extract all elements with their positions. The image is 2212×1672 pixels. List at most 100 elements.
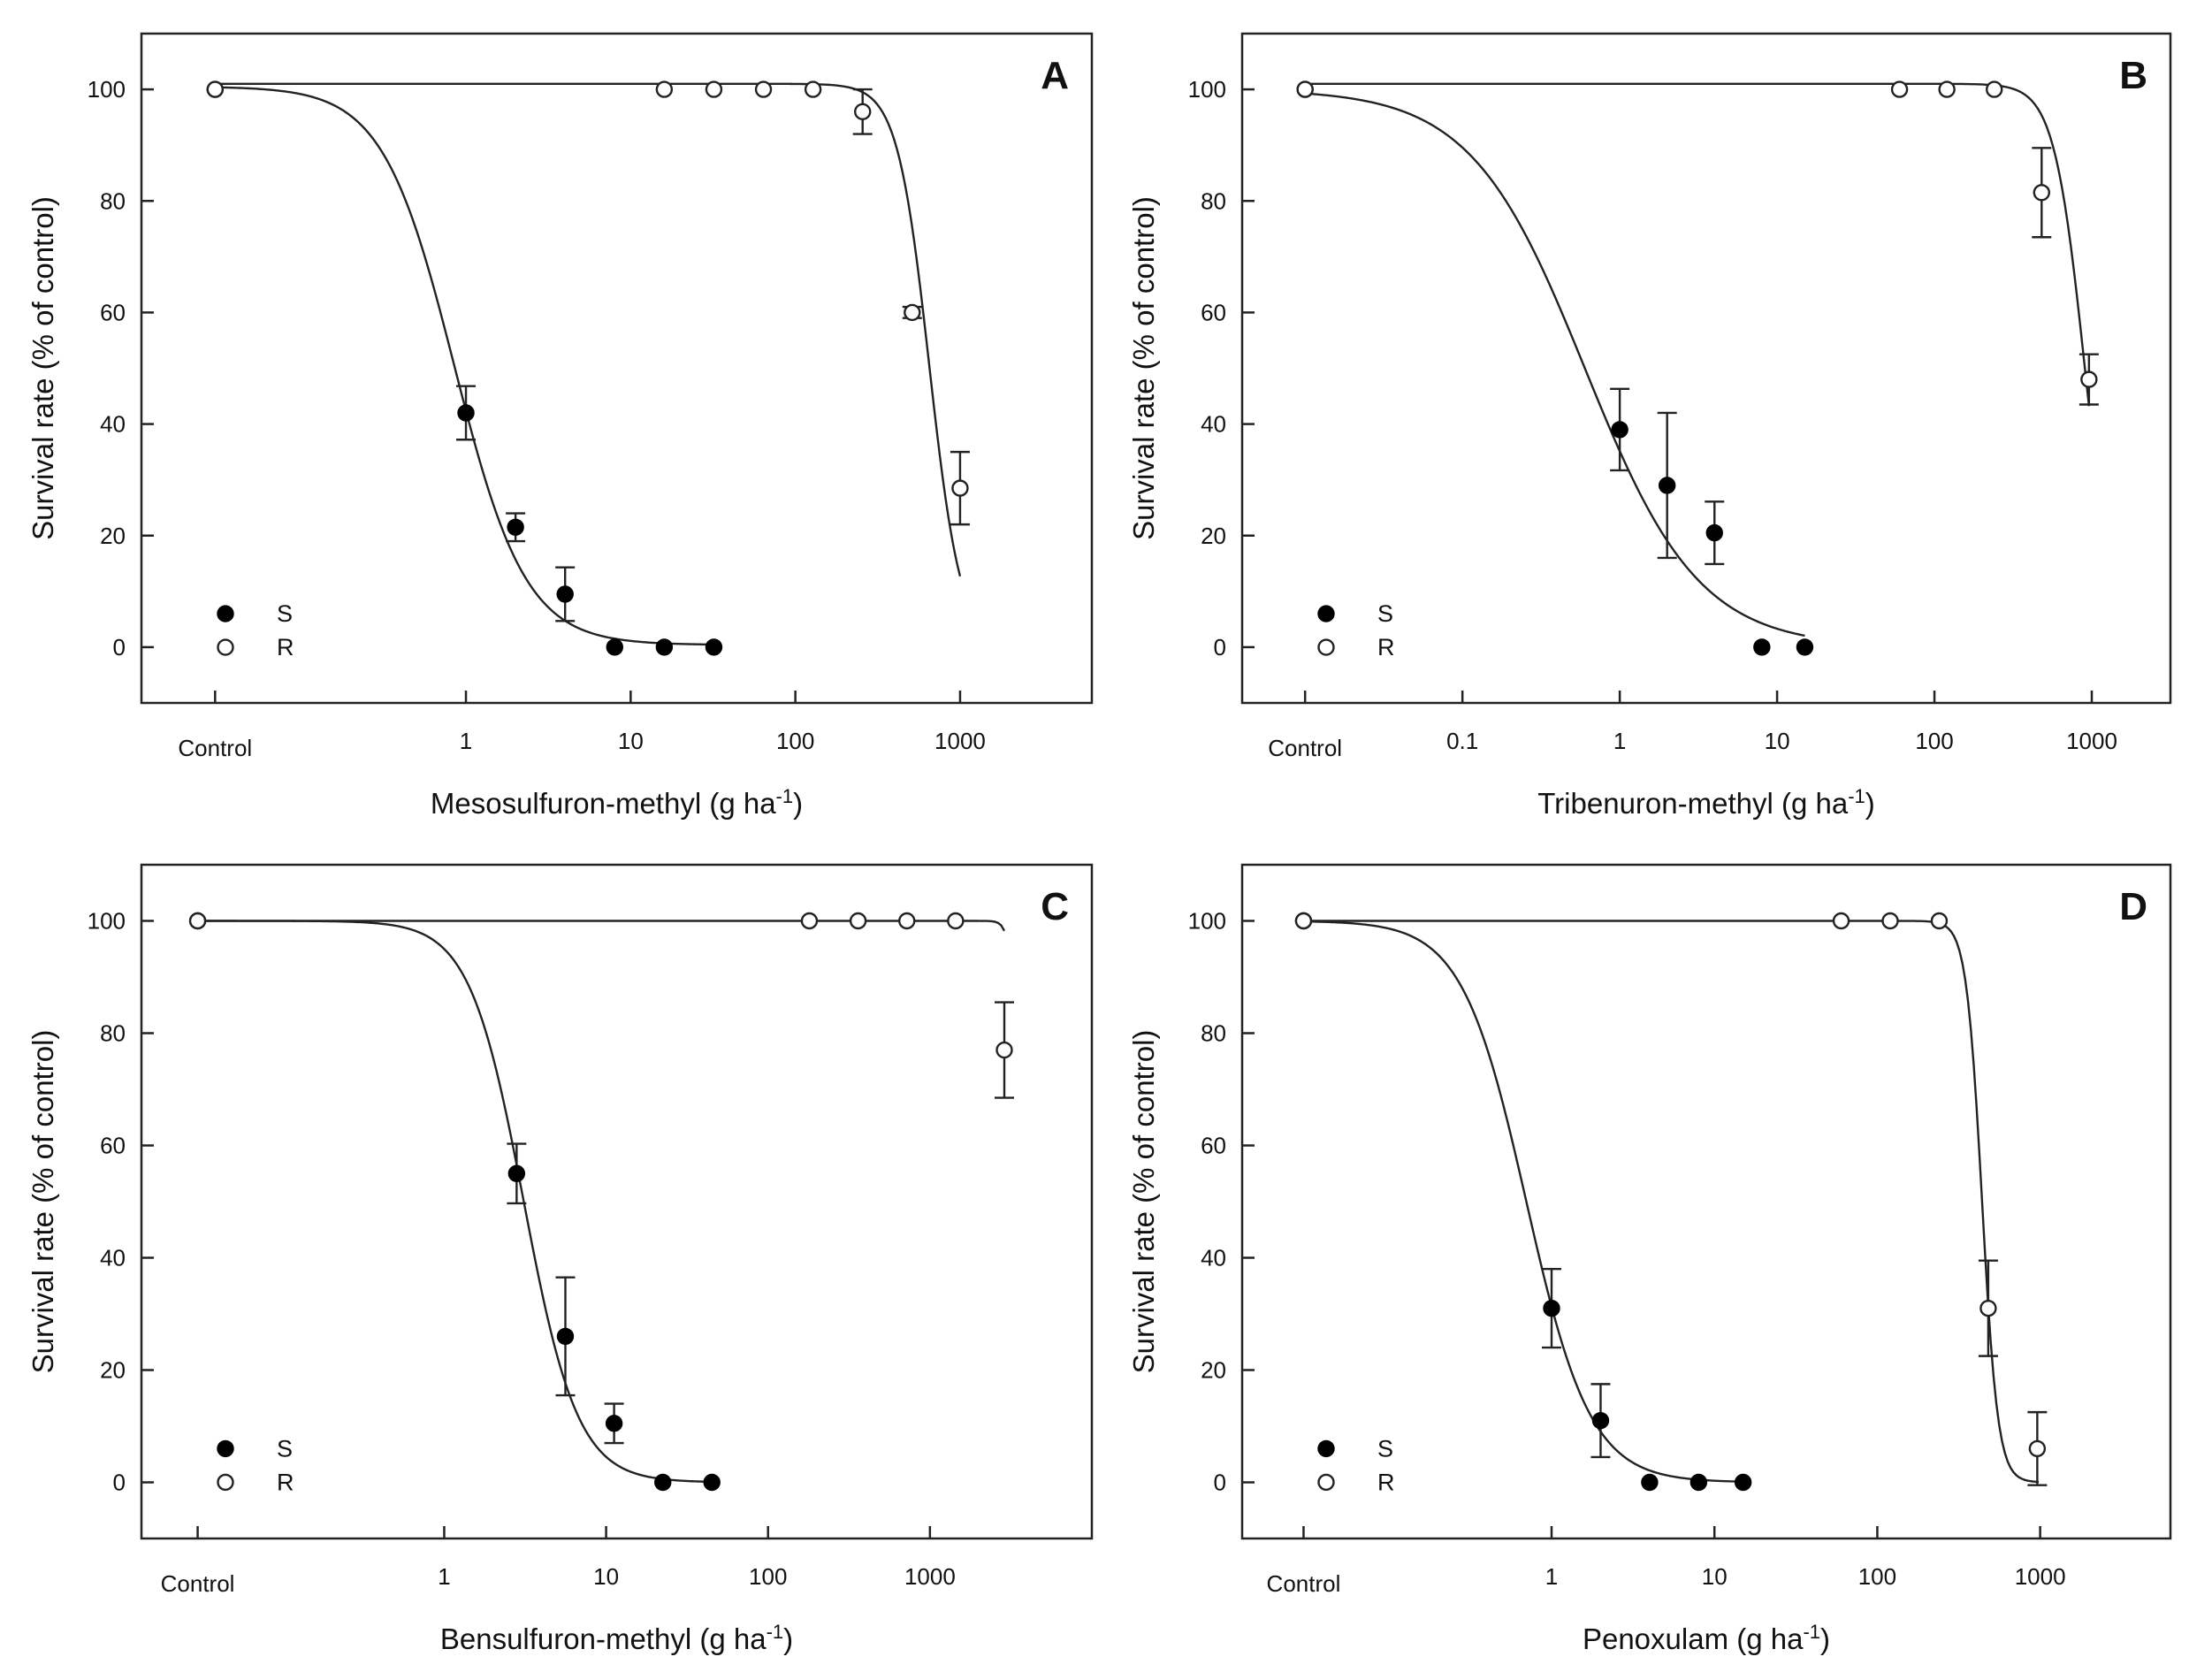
chart-d-point-r — [1930, 912, 1949, 930]
chart-b-y-tick-label: 20 — [1201, 523, 1226, 549]
panel-d: 0 20 40 60 80 100 Control 1 10 100 1000 Survival ra… — [1127, 863, 2172, 1655]
chart-c-legend-label-r: R — [277, 1469, 294, 1495]
chart-d-fit-curve-s — [1303, 920, 1743, 1483]
chart-c-x-axis-label: Bensulfuron-methyl (g ha-1) — [440, 1621, 793, 1655]
chart-b-plot-frame — [1240, 32, 2172, 705]
chart-c-legend-marker-r — [217, 1473, 234, 1492]
chart-a-point-s — [655, 638, 674, 656]
chart-a-point-r — [904, 303, 921, 322]
chart-c-y-tick-label: 60 — [100, 1133, 126, 1159]
chart-c-y-axis-label: Survival rate (% of control) — [27, 1030, 59, 1374]
chart-c-fit-curve-s — [197, 920, 713, 1484]
chart-d-fit-curve-r — [1303, 920, 2040, 1484]
panel-b: 0 20 40 60 80 100 Control 0.1 1 10 100 1000 Survival… — [1127, 32, 2172, 820]
chart-a-plot-frame — [140, 32, 1094, 705]
chart-a-y-tick-label: 0 — [113, 634, 126, 660]
chart-a-y-tick-label: 100 — [88, 76, 126, 103]
chart-c-point-r — [849, 912, 867, 930]
chart-c-point-r — [995, 1041, 1013, 1059]
chart-d-plot-frame — [1240, 863, 2172, 1540]
chart-a-point-r — [206, 80, 225, 98]
chart-a-x-axis-label: Mesosulfuron-methyl (g ha-1) — [431, 785, 803, 820]
chart-a-point-s — [556, 585, 574, 603]
chart-a-point-r — [951, 479, 969, 497]
chart-c-x-tick-label: 1000 — [904, 1563, 956, 1590]
panel-a: 0 20 40 60 80 100 Control 1 10 100 1000 Survival ra… — [27, 32, 1094, 820]
chart-b-y-axis-label: Survival rate (% of control) — [1127, 196, 1160, 540]
chart-c-point-s — [556, 1327, 575, 1346]
chart-b-x-tick-label: 10 — [1765, 728, 1790, 754]
chart-b-fit-curve-s — [1305, 92, 1805, 637]
chart-c-y-tick-label: 80 — [100, 1020, 126, 1047]
chart-d-point-r — [1881, 912, 1899, 930]
chart-c-panel-label: C — [1041, 885, 1069, 928]
chart-b-x-tick-label-control: Control — [1268, 735, 1342, 761]
chart-a-point-s — [457, 404, 475, 422]
chart-d-panel-label: D — [2119, 885, 2147, 928]
chart-b-fit-curve-r — [1305, 82, 2091, 407]
chart-a-point-s — [507, 518, 524, 536]
chart-c-point-r — [947, 912, 965, 930]
chart-d-point-s — [1641, 1473, 1659, 1492]
chart-b-y-tick-label: 0 — [1214, 634, 1226, 660]
chart-d-point-s — [1690, 1473, 1708, 1492]
chart-d-legend-label-r: R — [1377, 1469, 1395, 1495]
chart-c-fit-curve-r — [197, 920, 1006, 932]
chart-d-point-r — [1979, 1299, 1997, 1317]
chart-d-x-tick-label: 1 — [1545, 1563, 1558, 1590]
chart-a-x-tick-label: 1000 — [934, 728, 986, 754]
chart-c-point-r — [898, 912, 916, 930]
chart-c-y-tick-label: 20 — [100, 1357, 126, 1384]
panel-c: 0 20 40 60 80 100 Control 1 10 100 1000 Survival ra… — [27, 863, 1094, 1655]
chart-b-x-tick-label: 1 — [1613, 728, 1626, 754]
chart-b-point-r — [1938, 80, 1956, 98]
chart-b-y-tick-label: 80 — [1201, 187, 1226, 214]
chart-b-x-tick-label: 100 — [1915, 728, 1953, 754]
chart-b-legend-label-s: S — [1377, 600, 1393, 627]
chart-d-y-tick-label: 40 — [1201, 1245, 1226, 1271]
chart-a-point-r — [705, 80, 723, 98]
chart-d-y-tick-label: 80 — [1201, 1020, 1226, 1047]
chart-b-legend-marker-r — [1317, 638, 1335, 656]
chart-d-y-tick-label: 100 — [1188, 908, 1226, 935]
chart-a-point-r — [854, 103, 872, 121]
chart-d-point-s — [1591, 1411, 1610, 1430]
chart-c-x-tick-label: 10 — [593, 1563, 619, 1590]
chart-d-point-s — [1734, 1473, 1752, 1492]
chart-b-x-tick-label: 0.1 — [1446, 728, 1478, 754]
chart-b-legend-label-r: R — [1377, 634, 1395, 660]
chart-a-point-r — [754, 80, 773, 98]
chart-a-x-tick-label-control: Control — [178, 735, 252, 761]
chart-a-legend-label-r: R — [277, 634, 294, 660]
chart-d-y-axis-label: Survival rate (% of control) — [1127, 1030, 1160, 1374]
chart-a-fit-curve-s — [215, 86, 714, 646]
chart-d-point-r — [1832, 912, 1850, 930]
chart-c-y-tick-label: 100 — [88, 908, 126, 935]
chart-a-y-tick-label: 40 — [100, 411, 126, 438]
chart-a-legend-marker-r — [217, 638, 234, 656]
chart-d-x-tick-label: 100 — [1858, 1563, 1896, 1590]
chart-d-y-tick-label: 20 — [1201, 1357, 1226, 1384]
chart-a-legend-marker-s — [217, 605, 234, 622]
chart-a-y-tick-label: 80 — [100, 187, 126, 214]
chart-d-point-s — [1543, 1299, 1560, 1317]
chart-a-x-tick-label: 10 — [618, 728, 644, 754]
chart-b-point-s — [1705, 523, 1723, 542]
chart-b-point-r — [1986, 80, 2003, 98]
chart-d-point-r — [1294, 912, 1313, 930]
chart-c-x-tick-label-control: Control — [161, 1570, 235, 1597]
chart-b-point-r — [1296, 80, 1314, 98]
chart-d-legend-label-s: S — [1377, 1435, 1393, 1462]
chart-b-y-tick-label: 40 — [1201, 411, 1226, 438]
chart-a-x-tick-label: 100 — [776, 728, 814, 754]
chart-b-x-tick-label: 1000 — [2066, 728, 2117, 754]
chart-b-point-s — [1753, 638, 1771, 656]
chart-a-x-tick-label: 1 — [460, 728, 472, 754]
chart-c-x-tick-label: 1 — [438, 1563, 450, 1590]
chart-b-y-tick-label: 100 — [1188, 76, 1226, 103]
chart-d-point-r — [2028, 1439, 2047, 1458]
chart-c-legend-label-s: S — [277, 1435, 293, 1462]
chart-d-y-tick-label: 0 — [1214, 1470, 1226, 1496]
chart-c-legend-marker-s — [217, 1439, 234, 1458]
